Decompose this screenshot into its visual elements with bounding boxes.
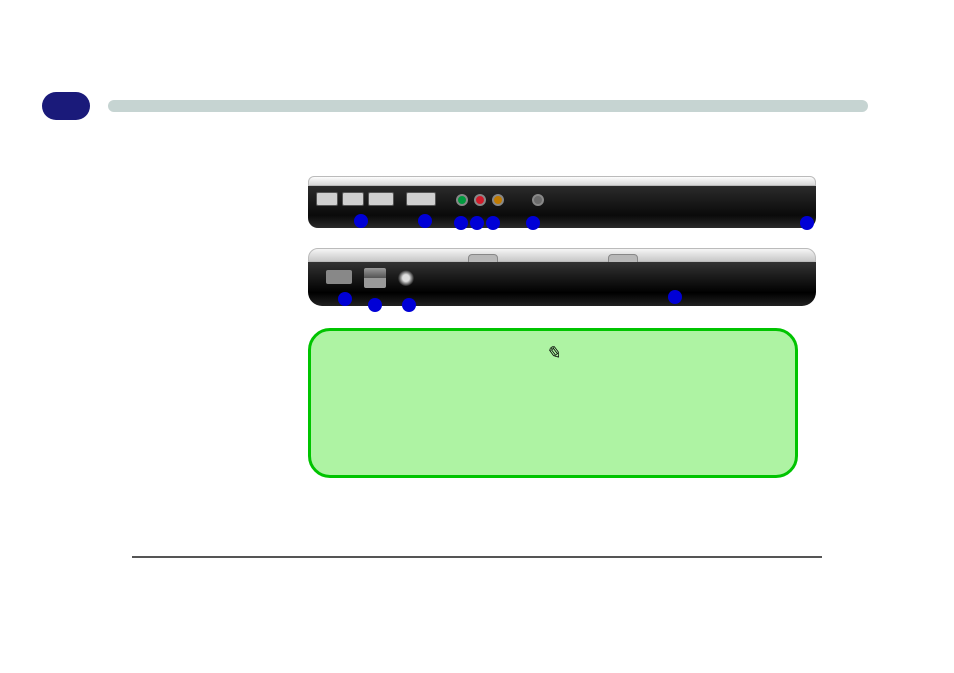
audio-jack <box>474 194 486 206</box>
callout-dot <box>338 292 352 306</box>
callout-dot <box>454 216 468 230</box>
callout-dot <box>368 298 382 312</box>
footer-rule <box>132 556 822 558</box>
callout-dot <box>418 214 432 228</box>
front-lid <box>308 176 816 186</box>
front-slot <box>342 192 364 206</box>
page-header <box>42 92 912 122</box>
figure-stack <box>308 176 816 326</box>
laptop-rear-view <box>308 248 816 306</box>
rear-lid <box>308 248 816 262</box>
callout-dot <box>486 216 500 230</box>
note-box: ✎ <box>308 328 798 478</box>
laptop-front-view <box>308 176 816 228</box>
callout-dot <box>470 216 484 230</box>
callout-dot <box>668 290 682 304</box>
header-badge <box>42 92 90 120</box>
header-bar <box>108 100 868 112</box>
callout-dot <box>526 216 540 230</box>
usb-port-stack <box>364 268 386 288</box>
callout-dot <box>354 214 368 228</box>
pencil-icon: ✎ <box>545 343 560 364</box>
dc-in-port <box>398 270 414 286</box>
front-slot <box>368 192 394 206</box>
callout-dot <box>800 216 814 230</box>
callout-dot <box>402 298 416 312</box>
audio-jack <box>456 194 468 206</box>
front-slot <box>406 192 436 206</box>
front-slot <box>316 192 338 206</box>
audio-jack <box>532 194 544 206</box>
rear-port <box>326 270 352 284</box>
audio-jack <box>492 194 504 206</box>
